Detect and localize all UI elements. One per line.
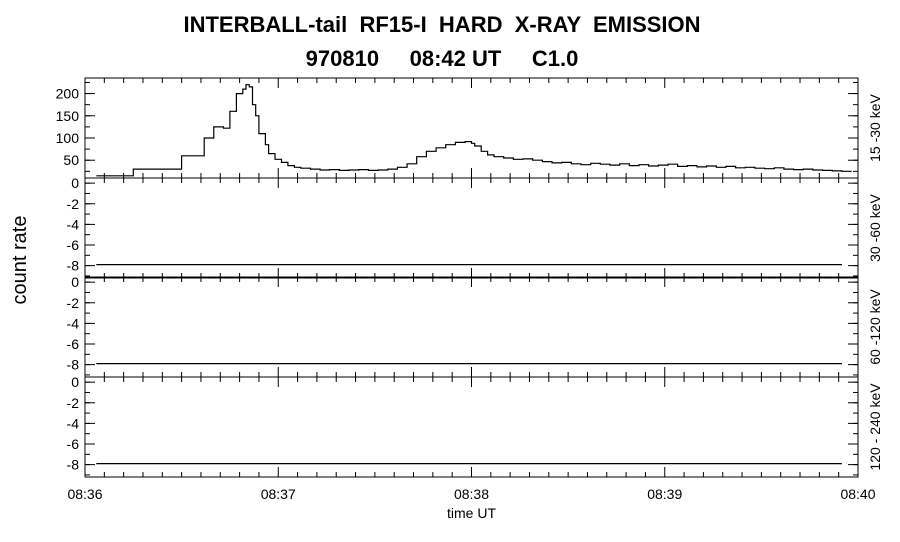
panel-frame [84,177,859,279]
y-tick-label: -8 [67,357,80,373]
y-tick-label: 0 [71,274,79,290]
x-tick-label: 08:39 [647,486,682,502]
panel-frame [84,77,859,179]
x-axis-label: time UT [447,505,496,521]
channel-label: 15 -30 keV [867,93,883,161]
y-tick-label: -6 [67,237,80,253]
y-tick-label: -4 [67,216,80,232]
y-tick-label: -2 [67,295,80,311]
y-tick-label: -2 [67,196,80,212]
y-tick-label: 150 [56,108,80,124]
channel-label: 30 -60 keV [867,193,883,261]
y-tick-label: 100 [56,130,80,146]
x-tick-label: 08:40 [840,486,875,502]
y-tick-label: -4 [67,315,80,331]
y-tick-label: 200 [56,86,80,102]
y-axis-label: count rate [9,216,31,305]
panel-frame [84,276,859,378]
y-tick-label: 0 [71,175,79,191]
channel-label: 120 - 240 keV [867,383,883,471]
y-tick-label: -8 [67,457,80,473]
y-tick-label: -2 [67,395,80,411]
y-tick-label: 0 [71,374,79,390]
panel-frame [84,376,859,478]
x-tick-label: 08:36 [67,486,102,502]
y-tick-label: 50 [63,152,79,168]
y-tick-label: -6 [67,436,80,452]
series-line [96,84,852,177]
y-tick-label: -6 [67,336,80,352]
x-tick-label: 08:37 [261,486,296,502]
chart-title-line1: INTERBALL-tail RF15-I HARD X-RAY EMISSIO… [183,12,701,37]
x-tick-label: 08:38 [454,486,489,502]
channel-label: 60 -120 keV [867,289,883,365]
y-tick-label: -4 [67,415,80,431]
chart-title-line2: 970810 08:42 UT C1.0 [305,46,579,71]
y-tick-label: -8 [67,258,80,274]
